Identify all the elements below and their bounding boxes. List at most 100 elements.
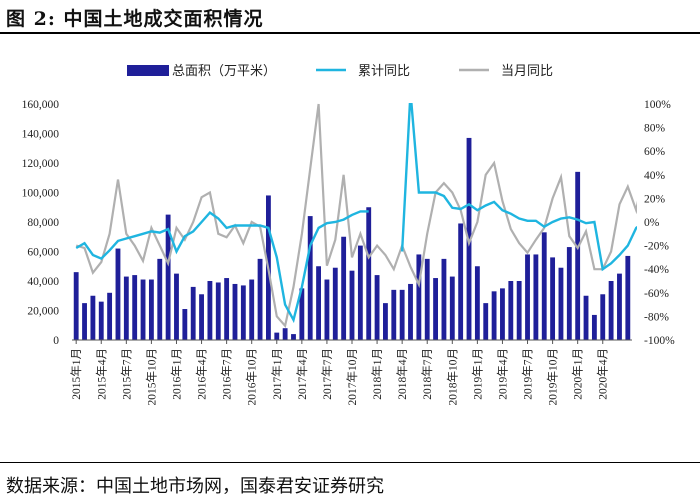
left-axis-tick-label: 40,000: [27, 276, 59, 288]
bar: [190, 286, 196, 340]
bar: [550, 257, 556, 340]
source-note: 数据来源：中国土地市场网，国泰君安证券研究: [6, 476, 384, 497]
bar: [583, 295, 589, 340]
bar: [366, 207, 372, 340]
bar: [533, 254, 539, 340]
bar: [123, 276, 129, 340]
bar: [291, 334, 296, 340]
bar: [474, 266, 480, 340]
right-axis-tick-label: 80%: [644, 123, 666, 135]
bar: [349, 270, 355, 340]
x-axis-tick-label: 2018年4月: [395, 348, 409, 400]
x-axis-tick-label: 2017年10月: [345, 348, 359, 406]
x-axis-tick-label: 2016年4月: [195, 348, 209, 400]
bar: [458, 223, 464, 340]
bar: [608, 281, 614, 340]
bar: [115, 248, 121, 340]
bar: [617, 273, 622, 340]
x-axis-tick-label: 2016年1月: [169, 348, 183, 400]
bar: [107, 292, 113, 340]
right-axis-tick-label: -20%: [644, 241, 669, 253]
x-axis-tick-label: 2019年1月: [470, 348, 484, 400]
right-axis-tick-label: 20%: [644, 193, 666, 205]
bar: [500, 288, 505, 340]
bar: [374, 275, 380, 340]
right-axis-tick-label: -100%: [644, 335, 675, 347]
bar-series-total-area: [73, 137, 631, 340]
legend-swatch-total-area: [127, 65, 169, 76]
bar: [600, 294, 606, 340]
bar: [282, 328, 288, 340]
bar: [491, 291, 497, 340]
left-axis-tick-label: 120,000: [22, 158, 60, 170]
bar: [174, 273, 179, 340]
bar: [399, 289, 405, 340]
x-axis-tick-label: 2020年4月: [596, 348, 610, 400]
left-axis-tick-label: 100,000: [22, 188, 60, 200]
right-axis-tick-label: -60%: [644, 288, 669, 300]
bar: [408, 283, 413, 340]
line-series-cumulative-yoy: [75, 103, 637, 324]
bar: [140, 279, 146, 340]
bar: [132, 275, 138, 340]
left-axis-tick-label: 0: [53, 335, 59, 347]
x-axis-tick-label: 2015年4月: [94, 348, 108, 400]
bar: [575, 171, 581, 340]
left-axis-tick-label: 60,000: [27, 247, 59, 259]
x-axis-tick-label: 2015年7月: [119, 348, 133, 400]
bar: [240, 285, 246, 340]
x-axis-tick-label: 2015年10月: [144, 348, 158, 406]
legend-label-monthly: 当月同比: [501, 64, 553, 79]
source-rule: [0, 462, 700, 463]
left-axis-tick-label: 20,000: [27, 306, 59, 318]
right-axis-tick-label: -80%: [644, 311, 669, 323]
bar: [383, 303, 388, 340]
x-axis-tick-label: 2018年7月: [420, 348, 434, 400]
bar: [558, 267, 564, 340]
x-axis-tick-label: 2016年10月: [245, 348, 259, 406]
bar: [257, 258, 263, 340]
chart-area: 总面积（万平米） 累计同比 当月同比 0 20,000 40,000 60,000 80…: [22, 64, 675, 406]
bar: [324, 279, 330, 340]
legend-label-total-area: 总面积（万平米）: [172, 64, 276, 79]
left-axis-tick-label: 80,000: [27, 217, 59, 229]
bar: [299, 288, 305, 340]
x-axis: 2015年1月 2015年4月 2015年7月 2015年10月 2016年1月 2016…: [69, 340, 610, 406]
bar: [566, 247, 572, 340]
bar: [332, 267, 338, 340]
x-axis-tick-label: 2018年1月: [370, 348, 384, 400]
x-axis-tick-label: 2020年1月: [571, 348, 585, 400]
bar: [98, 301, 104, 340]
bar: [391, 289, 397, 340]
x-axis-tick-label: 2019年4月: [495, 348, 509, 400]
bar: [625, 255, 631, 340]
bar: [516, 281, 522, 340]
bar: [215, 282, 221, 340]
bar: [157, 258, 163, 340]
bar: [441, 258, 447, 340]
bar: [207, 281, 213, 340]
x-axis-tick-label: 2015年1月: [69, 348, 83, 400]
bar: [449, 276, 455, 340]
x-axis-tick-label: 2019年10月: [546, 348, 560, 406]
x-axis-tick-label: 2017年1月: [270, 348, 284, 400]
line-series-monthly-yoy: [75, 103, 637, 329]
bar: [424, 258, 430, 340]
bar: [232, 283, 238, 340]
bar: [224, 278, 230, 340]
bar: [541, 232, 547, 340]
bar: [199, 294, 204, 340]
bar: [165, 214, 171, 340]
right-axis-tick-label: 60%: [644, 146, 666, 158]
title-rule: [0, 32, 700, 34]
x-axis-tick-label: 2018年10月: [445, 348, 459, 406]
right-axis: -100% -80% -60% -40% -20% 0% 20% 40% 60% 80% 100%: [644, 99, 675, 347]
left-axis-tick-label: 140,000: [22, 129, 60, 141]
bar: [357, 245, 363, 340]
bar: [316, 266, 321, 340]
left-axis: 0 20,000 40,000 60,000 80,000 100,000 120,000 1…: [22, 99, 60, 347]
x-axis-tick-label: 2019年7月: [521, 348, 535, 400]
bar: [274, 332, 280, 340]
right-axis-tick-label: 100%: [644, 99, 671, 111]
bar: [73, 272, 79, 340]
